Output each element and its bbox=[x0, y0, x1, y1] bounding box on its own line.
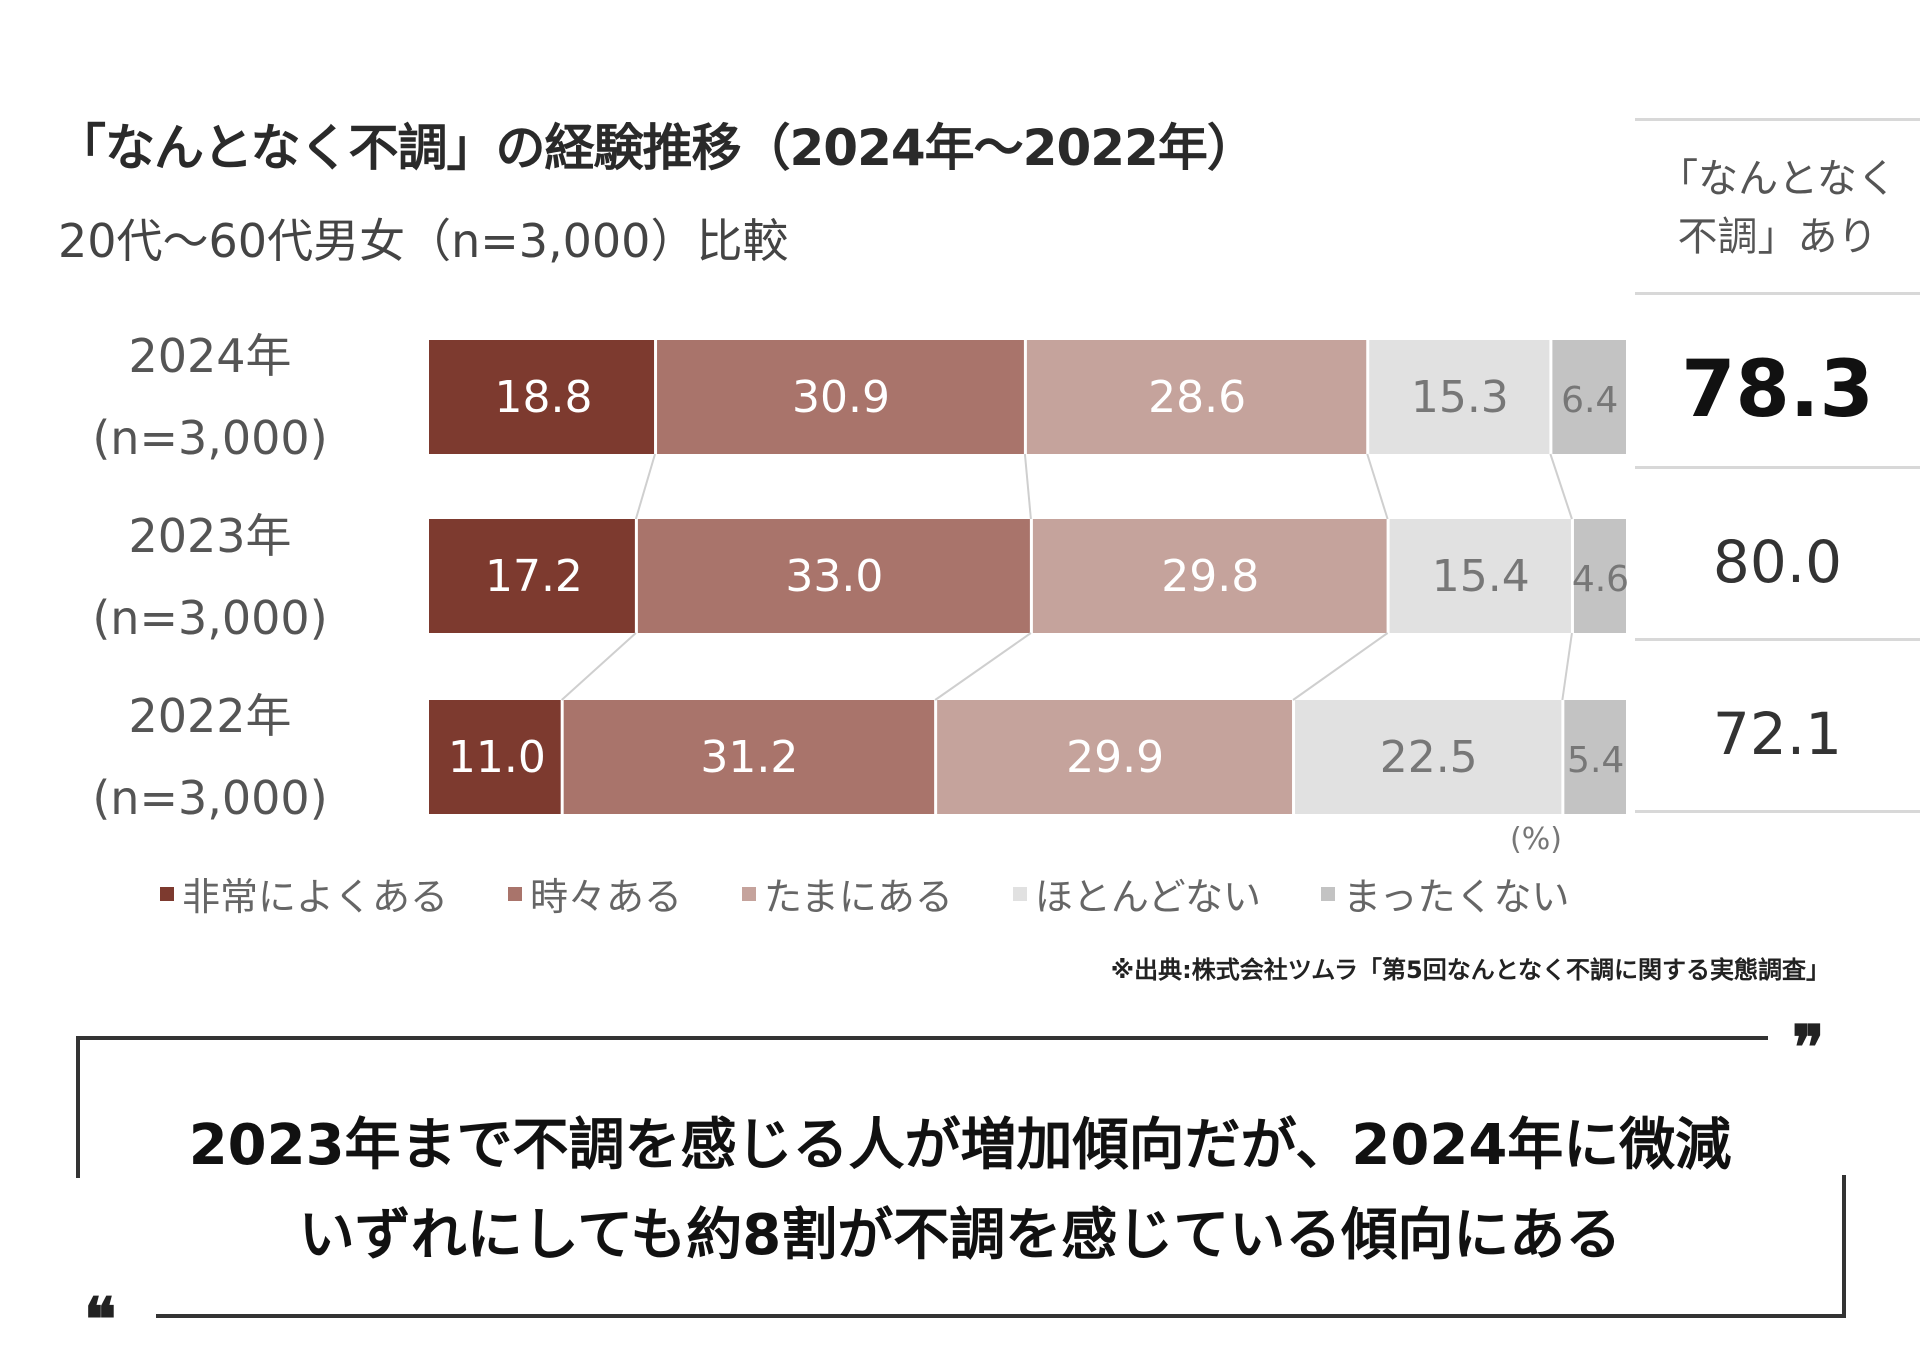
bar-value-label: 18.8 bbox=[495, 372, 593, 423]
summary-divider bbox=[1635, 466, 1920, 469]
legend-swatch bbox=[508, 886, 523, 901]
bar-segment bbox=[429, 340, 655, 454]
legend-swatch bbox=[160, 886, 174, 901]
summary-divider bbox=[1635, 118, 1920, 121]
quote-frame-bottom bbox=[156, 1314, 1846, 1318]
bar-value-label: 29.9 bbox=[1066, 732, 1164, 783]
legend-item: 非常によくある bbox=[160, 866, 448, 921]
bar-value-label: 17.2 bbox=[485, 551, 583, 602]
bar-value-label: 30.9 bbox=[792, 372, 890, 423]
connector-line bbox=[1023, 453, 1032, 520]
n-label: (n=3,000) bbox=[92, 411, 328, 465]
source-note: ※出典:株式会社ツムラ「第5回なんとなく不調に関する実態調査」 bbox=[1110, 956, 1830, 984]
bar-value-label: 33.0 bbox=[785, 551, 883, 602]
summary-divider bbox=[1635, 638, 1920, 641]
bar-value-label: 5.4 bbox=[1567, 740, 1624, 781]
bar-segment bbox=[1026, 340, 1367, 454]
legend-item: まったくない bbox=[1321, 866, 1570, 921]
quote-frame-left bbox=[76, 1036, 80, 1178]
bar-value-label: 15.4 bbox=[1432, 551, 1530, 602]
legend-item: 時々ある bbox=[508, 866, 682, 921]
bar-segment bbox=[429, 519, 635, 633]
row-label-2022: 2022年 (n=3,000) bbox=[60, 675, 360, 839]
summary-divider bbox=[1635, 292, 1920, 295]
bar-value-label: 31.2 bbox=[700, 732, 798, 783]
connector-line bbox=[934, 632, 1032, 701]
n-label: (n=3,000) bbox=[92, 591, 328, 645]
summary-header: 「なんとなく 不調」あり bbox=[1640, 150, 1915, 266]
n-label: (n=3,000) bbox=[92, 771, 328, 825]
bar-segment bbox=[937, 700, 1293, 814]
connector-line bbox=[1561, 632, 1573, 701]
row-label-2024: 2024年 (n=3,000) bbox=[60, 315, 360, 479]
bar-segment bbox=[1564, 700, 1626, 814]
bar-segment bbox=[1389, 519, 1571, 633]
legend-label: ほとんどない bbox=[1034, 875, 1262, 919]
quote-line-1: 2023年まで不調を感じる人が増加傾向だが、2024年に微減 bbox=[188, 1113, 1732, 1178]
bar-segment bbox=[657, 340, 1024, 454]
summary-value-2022: 72.1 bbox=[1712, 700, 1843, 768]
connector-line bbox=[560, 632, 637, 701]
quote-frame-right bbox=[1842, 1175, 1846, 1317]
connector-line bbox=[634, 453, 656, 520]
bar-segment bbox=[637, 519, 1030, 633]
connector-line bbox=[1292, 632, 1389, 701]
chart-title: 「なんとなく不調」の経験推移（2024年～2022年） bbox=[56, 119, 1257, 177]
year-label: 2023年 bbox=[128, 509, 292, 563]
year-label: 2022年 bbox=[128, 689, 292, 743]
legend-swatch bbox=[1321, 886, 1336, 901]
legend: 非常によくある 時々ある たまにある ほとんどない まったくない bbox=[160, 866, 1630, 921]
bar-segment bbox=[429, 700, 561, 814]
legend-label: たまにある bbox=[764, 875, 953, 919]
bar-segment bbox=[1295, 700, 1562, 814]
chart-subtitle: 20代～60代男女（n=3,000）比較 bbox=[58, 214, 789, 268]
row-label-2023: 2023年 (n=3,000) bbox=[60, 495, 360, 659]
stacked-bar-chart: 18.8 30.9 28.6 15.3 6.4 17.2 33.0 29.8 15.4 4.6 11… bbox=[429, 340, 1629, 814]
bar-value-label: 22.5 bbox=[1380, 732, 1478, 783]
summary-value-2024: 78.3 bbox=[1681, 345, 1874, 435]
legend-label: 非常によくある bbox=[182, 875, 449, 919]
bar-segment bbox=[563, 700, 935, 814]
quote-close-icon: ❞ bbox=[1792, 1013, 1825, 1083]
bar-segment bbox=[1552, 340, 1626, 454]
legend-label: 時々ある bbox=[530, 875, 683, 919]
bar-segment bbox=[1573, 519, 1626, 633]
legend-item: ほとんどない bbox=[1012, 866, 1262, 921]
connector-line bbox=[1366, 453, 1389, 520]
year-label: 2024年 bbox=[128, 329, 292, 383]
bar-value-label: 6.4 bbox=[1561, 380, 1618, 421]
connector-line bbox=[1549, 453, 1573, 520]
summary-divider bbox=[1635, 810, 1920, 813]
legend-swatch bbox=[742, 886, 757, 901]
summary-value-2023: 80.0 bbox=[1712, 528, 1843, 596]
bar-segment bbox=[1032, 519, 1387, 633]
bar-segment bbox=[1369, 340, 1550, 454]
bar-value-label: 28.6 bbox=[1148, 372, 1246, 423]
summary-header-line: 不調」あり bbox=[1677, 214, 1878, 260]
legend-item: たまにある bbox=[742, 866, 953, 921]
bar-value-label: 29.8 bbox=[1161, 551, 1259, 602]
bar-value-label: 11.0 bbox=[448, 732, 546, 783]
bar-value-label: 4.6 bbox=[1572, 559, 1629, 600]
bar-value-label: 15.3 bbox=[1411, 372, 1509, 423]
summary-header-line: 「なんとなく bbox=[1658, 156, 1897, 202]
legend-swatch bbox=[1012, 886, 1027, 901]
quote-frame-top bbox=[76, 1036, 1768, 1040]
quote-line-2: いずれにしても約8割が不調を感じている傾向にある bbox=[298, 1203, 1622, 1268]
quote-open-icon: ❝ bbox=[84, 1285, 117, 1355]
unit-label: (%) bbox=[1510, 822, 1562, 857]
legend-label: まったくない bbox=[1343, 875, 1570, 919]
